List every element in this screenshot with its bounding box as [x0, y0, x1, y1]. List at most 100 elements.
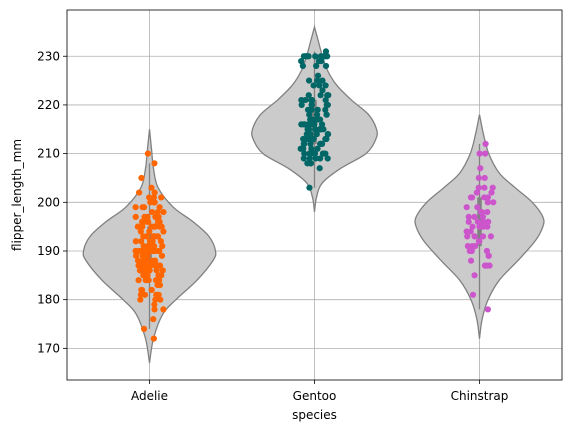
point-chinstrap: [463, 228, 470, 235]
point-chinstrap: [485, 218, 492, 225]
point-adelie: [154, 218, 162, 225]
point-adelie: [139, 252, 146, 259]
point-gentoo: [298, 58, 305, 65]
point-adelie: [146, 243, 153, 250]
point-chinstrap: [475, 174, 482, 182]
point-chinstrap: [464, 233, 471, 240]
point-adelie: [138, 286, 145, 294]
point-adelie: [154, 208, 161, 216]
point-chinstrap: [480, 218, 487, 225]
point-gentoo: [310, 82, 317, 89]
point-gentoo: [300, 140, 308, 147]
point-adelie: [151, 306, 158, 313]
point-adelie: [145, 267, 152, 274]
point-chinstrap: [479, 213, 487, 221]
point-gentoo: [322, 96, 329, 104]
point-gentoo: [322, 62, 330, 70]
point-adelie: [141, 262, 148, 269]
point-adelie: [137, 291, 144, 298]
point-adelie: [149, 238, 156, 245]
point-chinstrap: [483, 247, 491, 255]
point-chinstrap: [489, 184, 496, 191]
point-gentoo: [307, 96, 315, 104]
point-adelie: [152, 262, 159, 269]
point-adelie: [141, 213, 148, 221]
point-adelie: [136, 267, 144, 274]
point-gentoo: [314, 77, 321, 84]
point-chinstrap: [484, 208, 491, 216]
point-gentoo: [313, 131, 320, 138]
point-gentoo: [304, 106, 312, 113]
point-gentoo: [307, 150, 314, 157]
point-gentoo: [319, 77, 326, 84]
point-chinstrap: [477, 208, 485, 216]
point-adelie: [158, 252, 166, 259]
point-adelie: [152, 296, 159, 303]
point-gentoo: [299, 62, 306, 70]
point-adelie: [150, 316, 157, 323]
point-gentoo: [310, 135, 317, 143]
point-chinstrap: [473, 189, 480, 196]
point-chinstrap: [476, 150, 483, 157]
point-chinstrap: [484, 199, 491, 206]
point-adelie: [146, 228, 153, 235]
point-adelie: [137, 296, 144, 303]
point-chinstrap: [471, 233, 478, 240]
point-chinstrap: [482, 140, 489, 147]
point-chinstrap: [464, 243, 471, 250]
point-chinstrap: [481, 174, 488, 182]
point-gentoo: [300, 155, 307, 162]
point-adelie: [151, 160, 158, 167]
point-gentoo: [306, 135, 313, 143]
point-adelie: [144, 252, 151, 259]
point-adelie: [159, 243, 166, 250]
point-adelie: [147, 262, 154, 269]
point-adelie: [152, 257, 159, 264]
point-adelie: [140, 233, 147, 240]
point-adelie: [134, 257, 142, 264]
point-adelie: [150, 335, 157, 342]
point-adelie: [135, 262, 142, 269]
tick-layer: Adelie Gentoo Chinstrap 170 180 190 200 210 220 2…: [37, 49, 508, 403]
point-gentoo: [314, 145, 321, 152]
point-gentoo: [300, 135, 307, 143]
point-chinstrap: [472, 243, 479, 250]
y-tick-label-200: 200: [37, 195, 60, 209]
point-adelie: [148, 286, 155, 294]
point-gentoo: [305, 92, 312, 99]
point-gentoo: [312, 53, 319, 60]
point-gentoo: [309, 116, 316, 123]
point-adelie: [142, 277, 149, 284]
point-chinstrap: [479, 233, 487, 240]
point-adelie: [158, 223, 165, 230]
point-adelie: [152, 277, 160, 284]
point-adelie: [138, 247, 145, 255]
point-adelie: [138, 174, 145, 182]
point-chinstrap: [481, 194, 488, 201]
point-adelie: [154, 291, 161, 298]
point-adelie: [151, 247, 159, 255]
point-adelie: [140, 243, 147, 250]
point-layer: [132, 48, 497, 342]
point-chinstrap: [482, 262, 489, 269]
y-tick-label-220: 220: [37, 98, 60, 112]
point-adelie: [151, 199, 158, 206]
point-chinstrap: [474, 218, 481, 225]
point-gentoo: [319, 87, 326, 94]
point-gentoo: [312, 126, 319, 133]
point-gentoo: [305, 126, 312, 133]
x-tick-label-adelie: Adelie: [131, 389, 168, 403]
point-gentoo: [315, 58, 322, 65]
point-gentoo: [313, 111, 321, 118]
point-chinstrap: [466, 247, 473, 255]
point-chinstrap: [467, 257, 475, 264]
point-gentoo: [314, 72, 322, 79]
point-chinstrap: [478, 223, 485, 230]
point-adelie: [133, 252, 140, 259]
point-adelie: [135, 277, 142, 284]
point-chinstrap: [475, 184, 482, 191]
point-gentoo: [303, 53, 310, 60]
y-tick-label-170: 170: [37, 341, 60, 355]
point-gentoo: [305, 77, 313, 84]
